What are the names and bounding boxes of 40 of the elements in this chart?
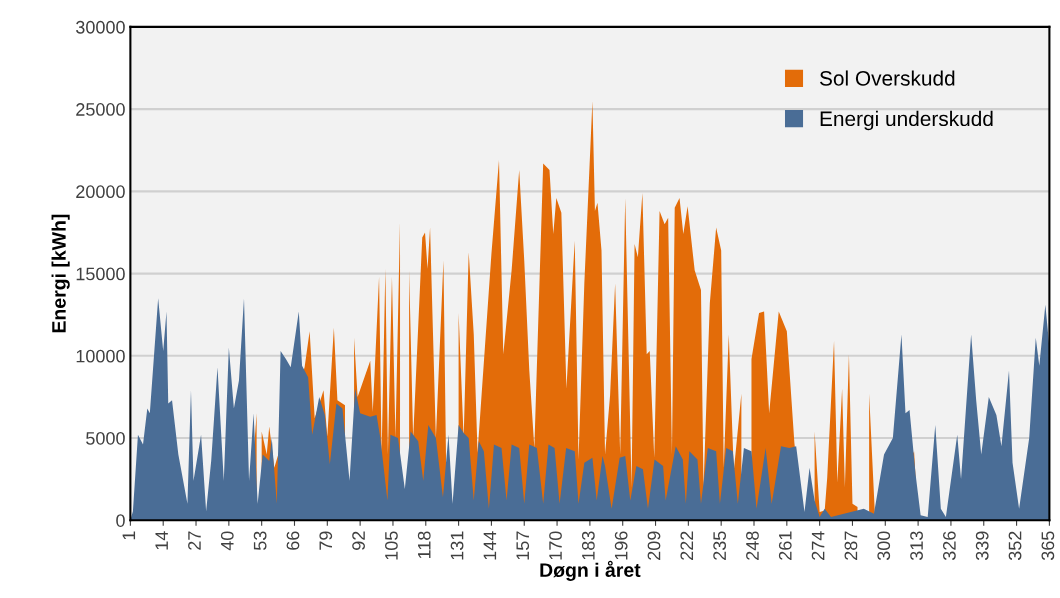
x-tick-label: 300 — [877, 531, 891, 561]
x-axis-title: Døgn i året — [540, 560, 641, 581]
x-tick-label: 274 — [811, 531, 825, 560]
x-tick-label: 40 — [220, 531, 234, 551]
x-tick-label: 14 — [155, 531, 168, 550]
x-tick-label: 27 — [188, 531, 201, 550]
x-tick-label: 66 — [286, 531, 300, 550]
y-tick-label: 15000 — [76, 267, 125, 281]
y-tick-label: 20000 — [76, 185, 125, 199]
y-tick-label: 25000 — [76, 103, 125, 116]
x-tick-label: 79 — [319, 531, 333, 550]
x-tick-label: 313 — [910, 531, 923, 561]
y-tick-label: 0 — [116, 514, 125, 527]
x-tick-label: 170 — [549, 531, 562, 560]
x-tick-label: 326 — [942, 531, 956, 561]
y-tick-label: 10000 — [76, 349, 125, 363]
x-tick-label: 131 — [450, 531, 464, 560]
y-tick-label: 30000 — [76, 20, 125, 34]
x-tick-label: 92 — [352, 531, 365, 550]
legend-label: Sol Overskudd — [819, 70, 955, 86]
x-tick-label: 287 — [844, 531, 858, 560]
x-tick-label: 248 — [746, 531, 759, 560]
x-tick-label: 235 — [713, 531, 727, 560]
x-tick-label: 144 — [483, 531, 497, 560]
x-tick-label: 339 — [975, 531, 989, 561]
y-axis-title: Energi [kWh] — [51, 214, 70, 333]
x-tick-label: 196 — [614, 531, 628, 560]
x-tick-label: 105 — [385, 531, 398, 560]
x-tick-label: 352 — [1008, 531, 1022, 561]
x-tick-label: 209 — [647, 531, 661, 560]
x-tick-label: 261 — [778, 531, 792, 560]
x-tick-label: 222 — [680, 531, 694, 560]
x-tick-label: 118 — [417, 531, 431, 559]
y-tick-label: 5000 — [86, 431, 125, 445]
x-tick-label: 365 — [1041, 531, 1055, 561]
x-tick-label: 183 — [581, 531, 595, 560]
x-tick-label: 53 — [253, 531, 267, 551]
x-tick-label: 1 — [122, 531, 136, 540]
x-tick-label: 157 — [516, 531, 530, 560]
legend-label: Energi underskudd — [820, 110, 993, 131]
